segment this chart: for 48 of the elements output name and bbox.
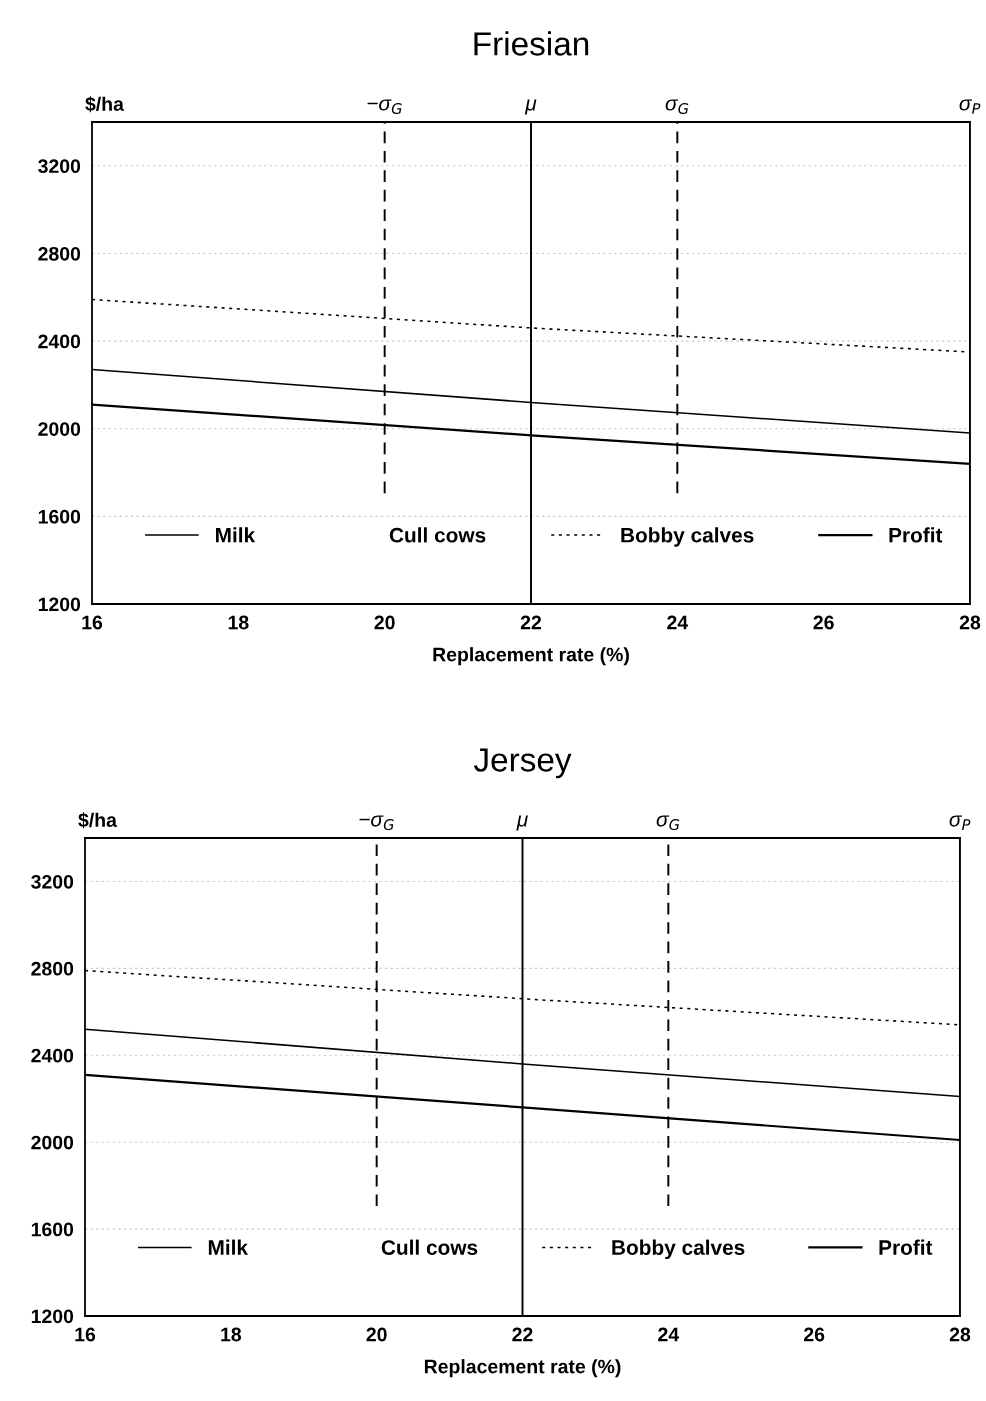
x-tick-label: 26 [813,615,834,630]
ref-line-label: σ$_{G}$ [656,815,680,831]
x-axis-title: Replacement rate (%) [433,647,629,666]
y-tick-label: 1600 [38,509,81,524]
x-tick-label: 22 [520,615,542,630]
y-tick-label: 2000 [38,422,81,436]
legend-label: Milk [208,1239,249,1255]
x-tick-label: 24 [658,1327,680,1342]
chart-title: Friesian [474,31,589,56]
ref-line-label: μ [524,99,537,115]
y-tick-label: 3200 [31,874,74,889]
x-tick-label: 20 [366,1327,387,1342]
x-tick-label: 16 [75,1327,96,1342]
ref-line-label: −σ$_{G}$ [367,99,402,115]
chart-title: Jersey [473,748,572,779]
y-axis-title: $/ha [78,812,118,829]
legend-label: Bobby calves [621,527,754,547]
y-tick-label: 1600 [31,1222,74,1237]
ref-line-label: σ$_{G}$ [665,99,689,115]
x-axis-title: Replacement rate (%) [424,1359,621,1378]
y-tick-label: 2400 [38,334,81,349]
ref-line-label: σ$_{P}$ [949,815,971,830]
ref-line-label: −σ$_{G}$ [359,815,394,831]
legend-label: Bobby calves [612,1239,745,1260]
legend-label: Cull cows [389,527,486,543]
x-tick-label: 22 [512,1327,533,1342]
y-tick-label: 2400 [31,1048,74,1063]
legend-label: Cull cows [381,1239,478,1255]
x-tick-label: 28 [949,1327,971,1342]
ref-line-label: σ$_{P}$ [959,99,981,114]
x-tick-label: 26 [804,1327,825,1342]
x-tick-label: 24 [667,615,689,630]
legend-label: Profit [879,1239,933,1255]
x-tick-label: 18 [221,1327,242,1342]
x-tick-label: 16 [82,615,103,630]
x-tick-label: 20 [374,615,395,630]
y-tick-label: 3200 [38,159,81,174]
ref-line-label: μ [516,815,528,831]
y-tick-label: 2800 [38,246,81,261]
x-tick-label: 28 [959,615,981,630]
y-tick-label: 1200 [38,597,81,612]
y-axis-title: $/ha [85,96,125,113]
y-tick-label: 1200 [31,1309,74,1324]
legend-label: Milk [216,527,256,543]
y-tick-label: 2800 [31,961,74,976]
x-tick-label: 18 [228,615,249,630]
legend-label: Profit [889,527,943,543]
y-tick-label: 2000 [31,1135,74,1150]
